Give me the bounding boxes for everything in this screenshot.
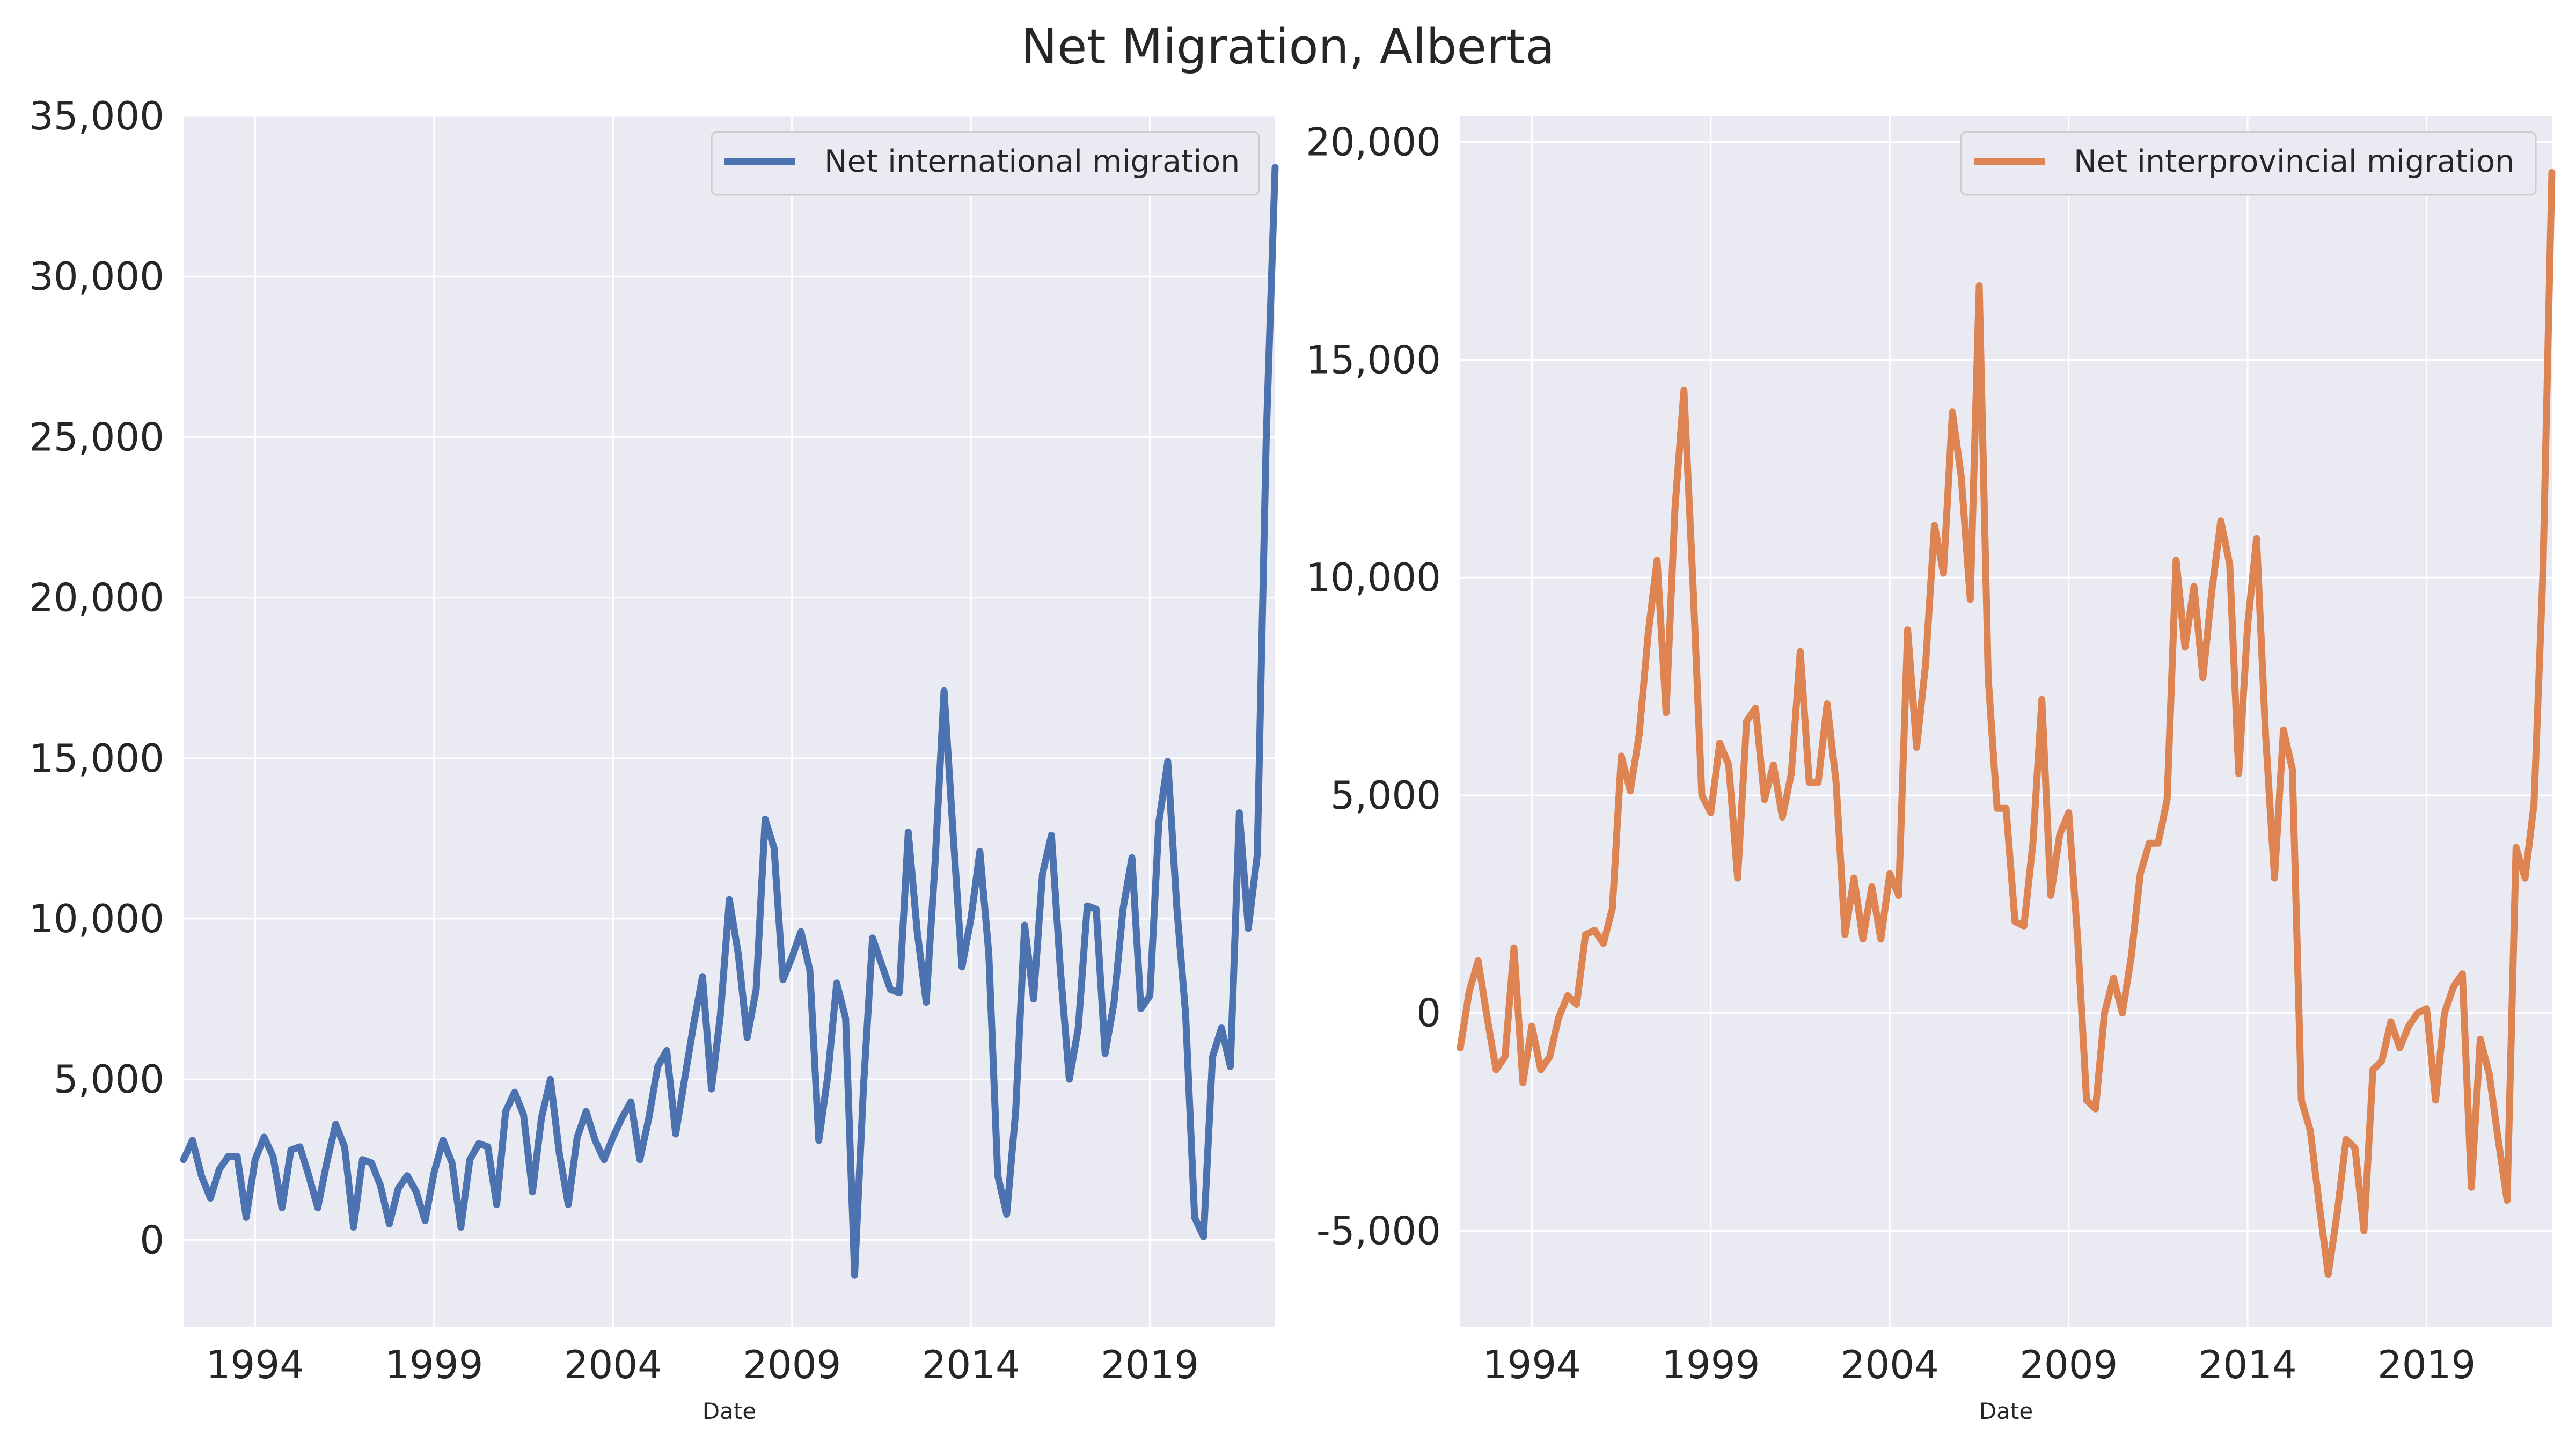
x-tick-label: 1999 [385,1342,483,1387]
figure-title: Net Migration, Alberta [1021,19,1555,75]
x-axis-label: Date [1979,1398,2033,1424]
x-axis-label: Date [702,1398,756,1424]
y-tick-label: 0 [140,1217,164,1262]
y-tick-label: 25,000 [29,414,164,459]
y-tick-label: 10,000 [1306,555,1441,600]
x-tick-label: 2004 [1841,1342,1939,1387]
x-tick-label: 1999 [1662,1342,1760,1387]
y-tick-label: 0 [1416,991,1441,1036]
x-tick-label: 1994 [1483,1342,1581,1387]
chart-interprovincial: -5,000 0 5,000 10,000 15,000 20,000 1994 1999 2… [1306,116,2556,1424]
legend-box [1960,131,2537,196]
series-line [1457,169,2556,1278]
x-tick-label: 2009 [2019,1342,2118,1387]
series-lines [1457,169,2556,1278]
chart-international: 0 5,000 10,000 15,000 20,000 25,000 30,000 35,0… [29,93,1279,1424]
x-tick-label: 2019 [2377,1342,2476,1387]
x-tick-label: 2009 [743,1342,841,1387]
y-tick-label: 15,000 [29,736,164,781]
x-tick-label: 2014 [2199,1342,2297,1387]
legend: Net interprovincial migration [1960,131,2537,196]
x-tick-label: 1994 [206,1342,304,1387]
y-tick-labels: -5,000 0 5,000 10,000 15,000 20,000 [1306,120,1441,1254]
x-tick-labels: 1994 1999 2004 2009 2014 2019 [206,1342,1199,1387]
y-tick-label: 5,000 [54,1057,164,1102]
legend: Net international migration [711,131,1260,196]
y-tick-label: 35,000 [29,93,164,138]
y-tick-label: 30,000 [29,254,164,299]
series-lines [180,164,1279,1279]
y-tick-label: 20,000 [1306,120,1441,165]
y-tick-label: 20,000 [29,575,164,620]
x-tick-label: 2019 [1101,1342,1199,1387]
x-tick-labels: 1994 1999 2004 2009 2014 2019 [1483,1342,2476,1387]
plot-area [184,116,1275,1327]
y-tick-label: 15,000 [1306,337,1441,382]
y-tick-label: -5,000 [1316,1208,1441,1253]
y-tick-label: 10,000 [29,896,164,941]
legend-label: Net international migration [824,144,1240,179]
gridlines [1460,116,2552,1327]
plot-area [1460,116,2552,1327]
legend-box [711,131,1260,196]
x-tick-label: 2014 [922,1342,1020,1387]
legend-label: Net interprovincial migration [2074,144,2514,179]
y-tick-labels: 0 5,000 10,000 15,000 20,000 25,000 30,000 35,0… [29,93,164,1262]
y-tick-label: 5,000 [1330,773,1441,818]
x-tick-label: 2004 [564,1342,662,1387]
series-line [180,164,1279,1279]
